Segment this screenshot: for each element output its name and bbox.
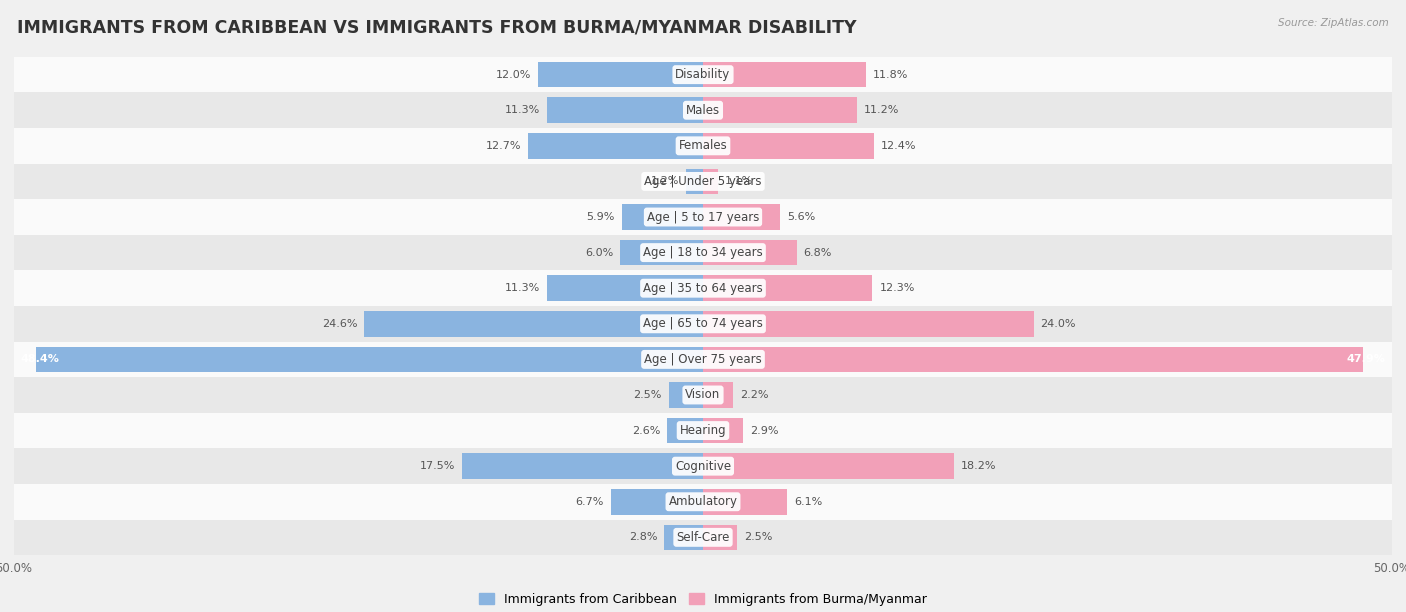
Text: 24.0%: 24.0% <box>1040 319 1076 329</box>
Text: Age | 65 to 74 years: Age | 65 to 74 years <box>643 317 763 330</box>
Bar <box>14 235 1392 271</box>
Bar <box>14 57 1392 92</box>
Bar <box>14 306 1392 341</box>
Text: 5.9%: 5.9% <box>586 212 614 222</box>
Bar <box>14 271 1392 306</box>
Text: IMMIGRANTS FROM CARIBBEAN VS IMMIGRANTS FROM BURMA/MYANMAR DISABILITY: IMMIGRANTS FROM CARIBBEAN VS IMMIGRANTS … <box>17 18 856 36</box>
Text: 12.7%: 12.7% <box>485 141 522 151</box>
Bar <box>14 128 1392 163</box>
Bar <box>621 204 703 230</box>
Text: 2.5%: 2.5% <box>633 390 662 400</box>
Text: 11.8%: 11.8% <box>873 70 908 80</box>
Legend: Immigrants from Caribbean, Immigrants from Burma/Myanmar: Immigrants from Caribbean, Immigrants fr… <box>474 588 932 611</box>
Text: 11.3%: 11.3% <box>505 283 540 293</box>
Text: Age | Under 5 years: Age | Under 5 years <box>644 175 762 188</box>
Text: 2.2%: 2.2% <box>740 390 769 400</box>
Text: 24.6%: 24.6% <box>322 319 357 329</box>
Bar <box>547 97 703 123</box>
Bar <box>669 382 703 408</box>
Bar <box>14 449 1392 484</box>
Bar <box>37 346 703 372</box>
Text: 11.2%: 11.2% <box>865 105 900 115</box>
Bar <box>547 275 703 301</box>
Text: Cognitive: Cognitive <box>675 460 731 472</box>
Bar <box>703 133 875 159</box>
Bar <box>703 524 738 550</box>
Text: Age | 5 to 17 years: Age | 5 to 17 years <box>647 211 759 223</box>
Text: 6.0%: 6.0% <box>585 248 613 258</box>
Bar <box>14 377 1392 412</box>
Bar <box>703 97 858 123</box>
Bar <box>668 418 703 443</box>
Text: 6.1%: 6.1% <box>794 497 823 507</box>
Bar <box>610 489 703 515</box>
Text: Disability: Disability <box>675 68 731 81</box>
Text: 1.1%: 1.1% <box>725 176 754 187</box>
Bar <box>703 346 1362 372</box>
Text: Source: ZipAtlas.com: Source: ZipAtlas.com <box>1278 18 1389 28</box>
Text: 1.2%: 1.2% <box>651 176 679 187</box>
Text: 12.3%: 12.3% <box>879 283 915 293</box>
Text: 11.3%: 11.3% <box>505 105 540 115</box>
Bar <box>14 341 1392 377</box>
Bar <box>364 311 703 337</box>
Bar <box>14 92 1392 128</box>
Bar <box>14 520 1392 555</box>
Bar <box>703 311 1033 337</box>
Text: 18.2%: 18.2% <box>960 461 997 471</box>
Text: Females: Females <box>679 140 727 152</box>
Text: 12.4%: 12.4% <box>880 141 917 151</box>
Bar <box>529 133 703 159</box>
Bar <box>703 169 718 194</box>
Text: Age | 35 to 64 years: Age | 35 to 64 years <box>643 282 763 295</box>
Text: 48.4%: 48.4% <box>21 354 60 364</box>
Bar <box>620 240 703 266</box>
Bar <box>703 240 797 266</box>
Bar <box>703 204 780 230</box>
Text: 5.6%: 5.6% <box>787 212 815 222</box>
Text: Hearing: Hearing <box>679 424 727 437</box>
Text: 2.5%: 2.5% <box>744 532 773 542</box>
Text: Vision: Vision <box>685 389 721 401</box>
Text: 47.9%: 47.9% <box>1346 354 1385 364</box>
Text: Age | 18 to 34 years: Age | 18 to 34 years <box>643 246 763 259</box>
Text: 17.5%: 17.5% <box>419 461 456 471</box>
Bar <box>703 62 866 88</box>
Text: 2.9%: 2.9% <box>749 425 779 436</box>
Bar <box>14 163 1392 200</box>
Bar <box>703 418 742 443</box>
Bar <box>537 62 703 88</box>
Text: Males: Males <box>686 104 720 117</box>
Bar <box>686 169 703 194</box>
Bar <box>14 484 1392 520</box>
Text: Self-Care: Self-Care <box>676 531 730 544</box>
Bar <box>703 453 953 479</box>
Bar <box>14 412 1392 449</box>
Text: 2.8%: 2.8% <box>628 532 658 542</box>
Text: 2.6%: 2.6% <box>631 425 661 436</box>
Bar <box>703 489 787 515</box>
Bar <box>703 382 734 408</box>
Text: 6.8%: 6.8% <box>804 248 832 258</box>
Text: 6.7%: 6.7% <box>575 497 603 507</box>
Bar <box>665 524 703 550</box>
Bar <box>461 453 703 479</box>
Text: 12.0%: 12.0% <box>495 70 531 80</box>
Bar <box>14 200 1392 235</box>
Text: Age | Over 75 years: Age | Over 75 years <box>644 353 762 366</box>
Text: Ambulatory: Ambulatory <box>668 495 738 508</box>
Bar <box>703 275 873 301</box>
